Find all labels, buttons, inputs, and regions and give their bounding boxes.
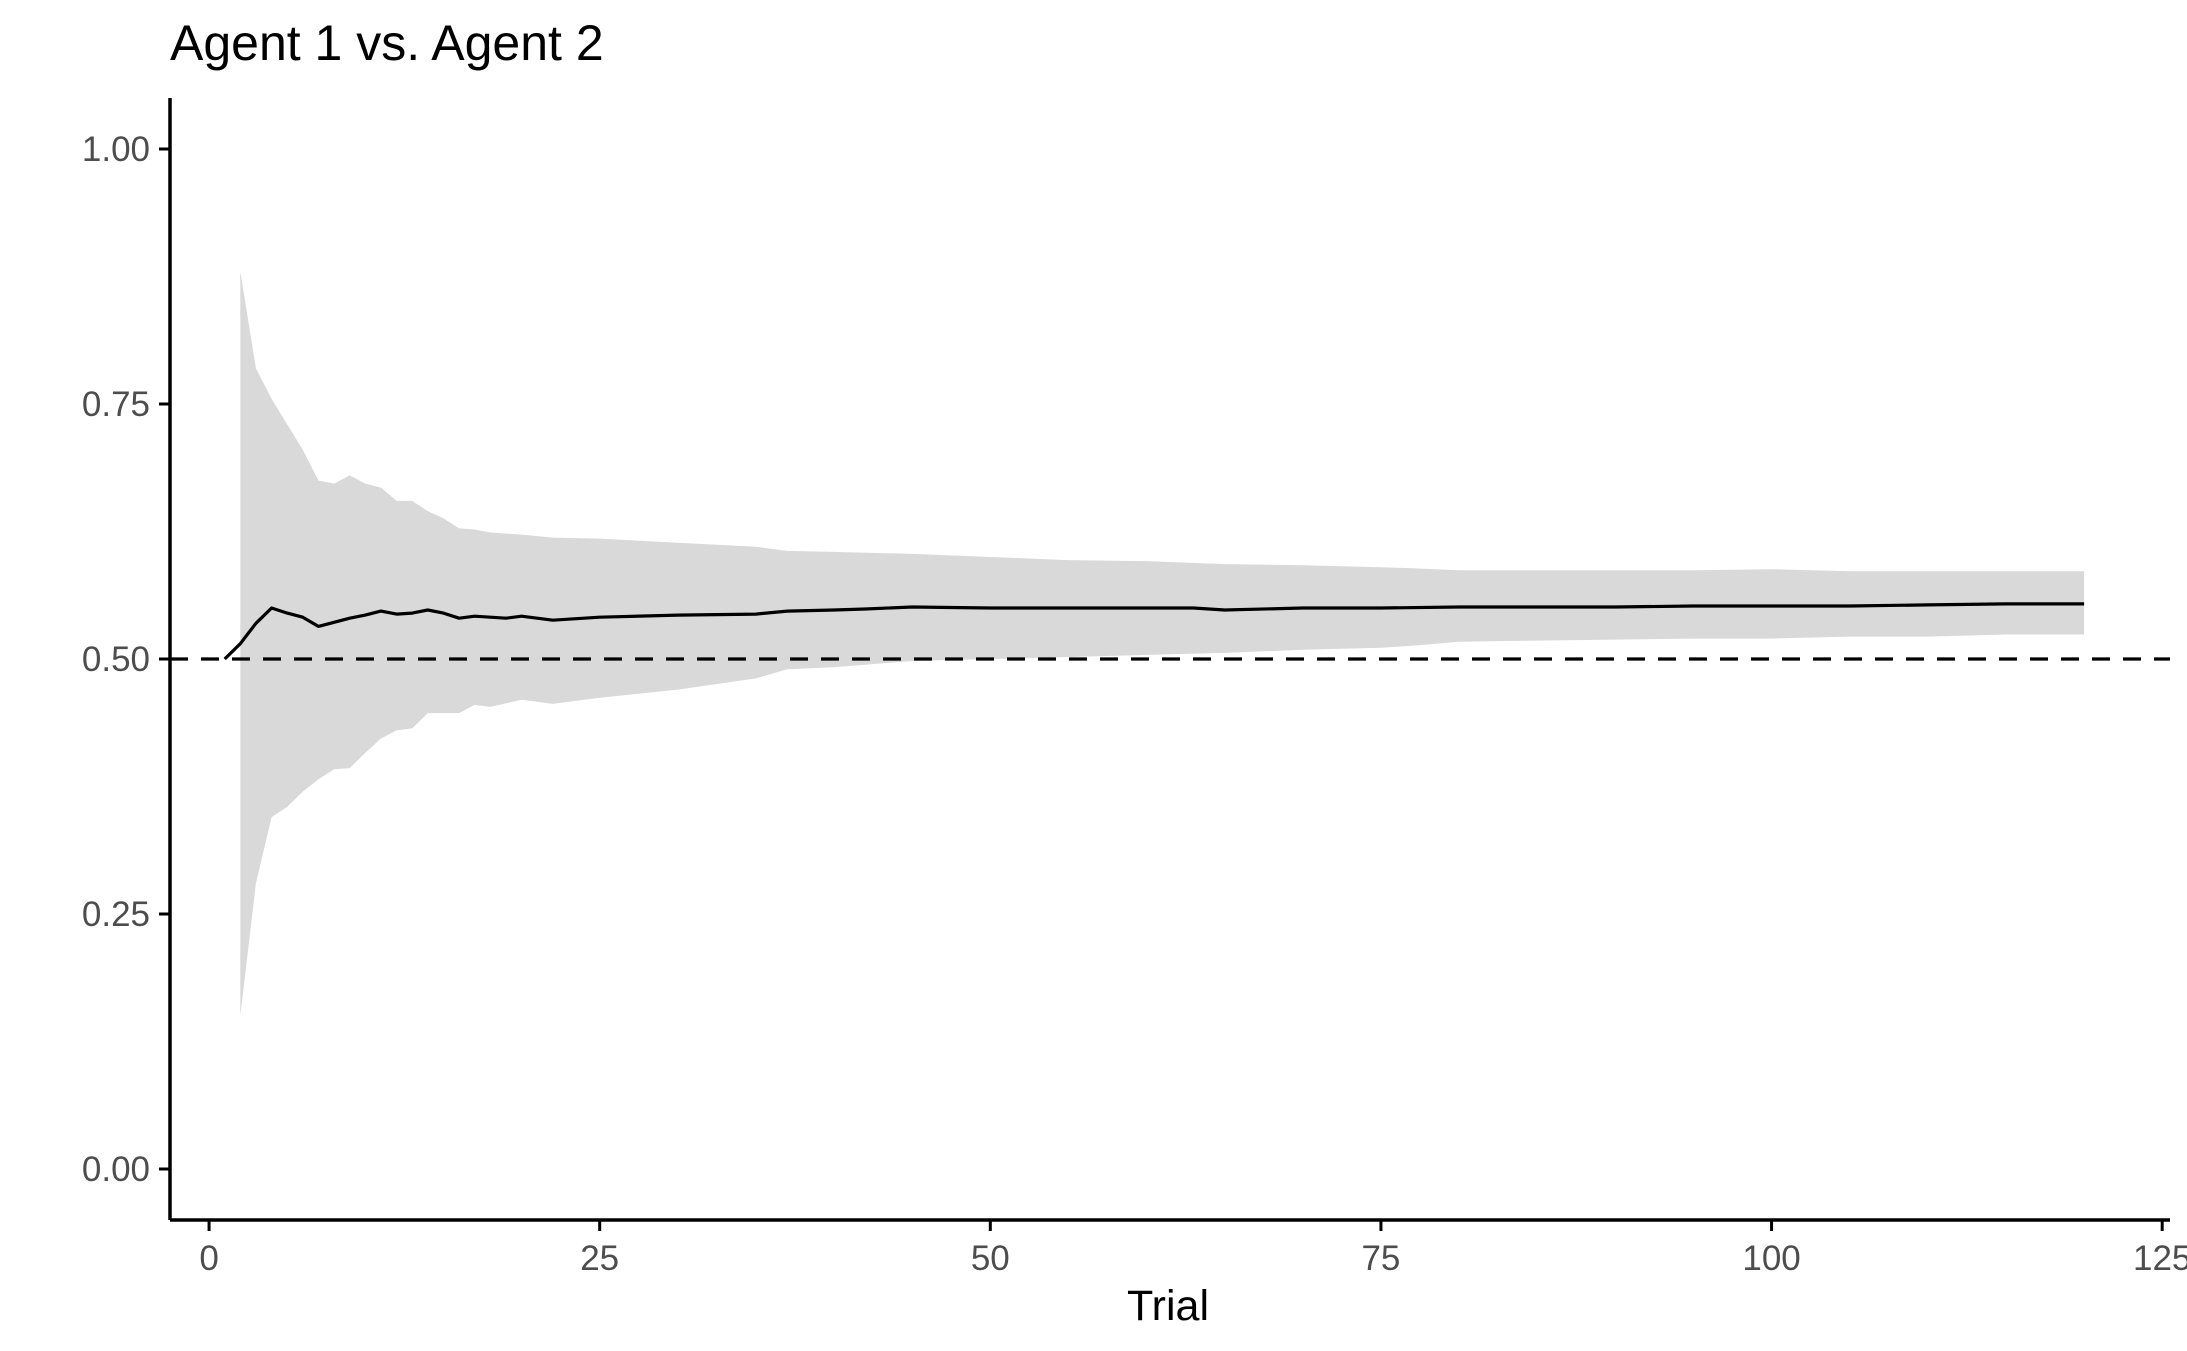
- x-tick-label: 100: [1742, 1239, 1800, 1278]
- confidence-band: [240, 271, 2085, 1016]
- y-tick-label: 1.00: [82, 130, 150, 169]
- x-tick-label: 50: [971, 1239, 1010, 1278]
- x-axis-ticks: 0 25 50 75 100 125: [199, 1220, 2187, 1278]
- y-tick-label: 0.00: [82, 1150, 150, 1189]
- y-tick-label: 0.25: [82, 895, 150, 934]
- x-tick-label: 0: [199, 1239, 218, 1278]
- y-tick-label: 0.75: [82, 385, 150, 424]
- y-tick-label: 0.50: [82, 640, 150, 679]
- x-tick-label: 125: [2133, 1239, 2187, 1278]
- chart-title: Agent 1 vs. Agent 2: [170, 15, 604, 71]
- x-axis-title: Trial: [1127, 1282, 1209, 1330]
- plot-area: [170, 271, 2170, 1016]
- y-axis-ticks: 0.00 0.25 0.50 0.75 1.00: [82, 130, 170, 1189]
- x-tick-label: 25: [580, 1239, 619, 1278]
- mean-line: [223, 602, 2085, 661]
- x-tick-label: 75: [1361, 1239, 1400, 1278]
